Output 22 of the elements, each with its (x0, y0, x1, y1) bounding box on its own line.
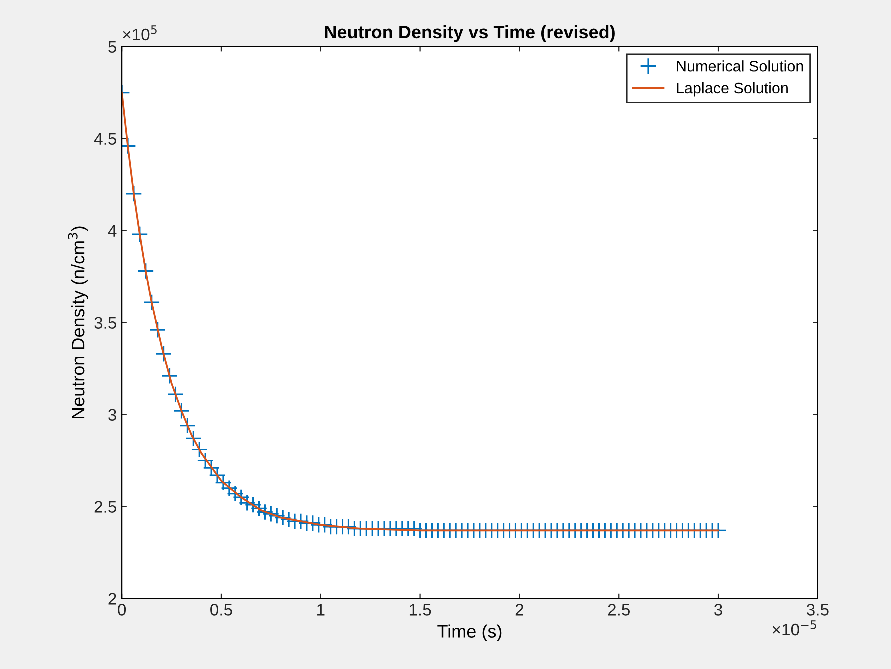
x-tick-label: 1 (318, 604, 325, 616)
y-tick-label: 4.5 (94, 133, 117, 146)
y-tick-label: 2 (108, 593, 116, 605)
chart-title: Neutron Density vs Time (revised) (325, 25, 615, 42)
legend-label: Laplace Solution (677, 82, 788, 97)
y-tick-label: 2.5 (94, 501, 117, 513)
x-tick-label: 0.5 (210, 604, 232, 616)
x-tick-label: 1.5 (410, 604, 432, 616)
x-tick-label: 2.5 (608, 604, 630, 616)
y-tick-label: 3 (108, 409, 116, 421)
x-axis-title: Time (s) (438, 624, 502, 642)
y-tick-label: 3.5 (94, 317, 117, 329)
text: ×10$^{−5}$ (772, 620, 816, 636)
y-tick-label: 4 (108, 225, 117, 237)
x-tick-label: 3.5 (806, 604, 829, 616)
y-tick-label: 5 (108, 41, 117, 54)
x-tick-label: 3 (714, 604, 722, 616)
legend-label: Numerical Solution (677, 60, 804, 72)
text: ×10$^{5}$ (123, 26, 157, 41)
x-tick-label: 2 (516, 604, 524, 616)
x-tick-label: 0 (118, 604, 126, 616)
y-axis-title: Neutron Density (n/cm$^{3}$) (68, 226, 88, 419)
